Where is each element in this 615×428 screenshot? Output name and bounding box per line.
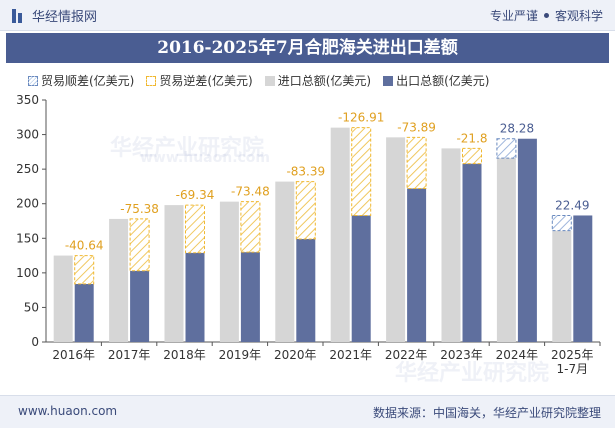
import-bar [330, 127, 350, 343]
export-bar [130, 270, 150, 342]
legend-label-export: 出口总额(亿美元) [396, 74, 490, 88]
legend-swatch-surplus [28, 75, 38, 86]
balance-label: -83.39 [286, 165, 325, 179]
legend-label-deficit: 贸易逆差(亿美元) [159, 74, 253, 88]
tagline-2: 客观科学 [554, 9, 603, 23]
footer: www.huaon.com 数据来源：中国海关，华经产业研究院整理 [0, 395, 615, 428]
y-tick-label: 50 [24, 300, 39, 314]
import-bar [164, 205, 184, 342]
y-tick-label: 300 [16, 128, 39, 142]
x-tick-label: 2023年 [440, 348, 483, 362]
legend: 贸易顺差(亿美元) 贸易逆差(亿美元) 进口总额(亿美元) 出口总额(亿美元) [28, 72, 490, 89]
balance-label: -75.38 [120, 202, 159, 216]
y-tick-label: 100 [16, 266, 39, 280]
footer-url: www.huaon.com [18, 404, 118, 418]
legend-swatch-deficit [146, 75, 157, 86]
import-bar [219, 201, 239, 342]
y-tick-label: 200 [16, 197, 39, 211]
x-tick-label: 2025年 [551, 348, 594, 362]
balance-label: 22.49 [555, 198, 589, 212]
x-tick-label: 2019年 [219, 348, 262, 362]
bar-chart: 0 50 100 150 200 250 300 350 2016年 2017年 2018年 2019… [16, 93, 601, 376]
x-tick-label: 2016年 [52, 348, 95, 362]
export-bar [351, 215, 371, 342]
dot-icon [543, 13, 549, 18]
legend-item-surplus: 贸易顺差(亿美元) [28, 72, 134, 89]
surplus-bar [551, 214, 572, 232]
balance-label: -69.34 [176, 188, 215, 202]
import-bar [109, 218, 129, 342]
balance-label: -73.48 [231, 185, 270, 199]
footer-source: 数据来源：中国海关，华经产业研究院整理 [372, 406, 601, 420]
deficit-bar [74, 255, 95, 285]
export-bar [185, 252, 205, 342]
x-tick-label: 2021年 [329, 348, 372, 362]
y-tick-label: 150 [16, 231, 39, 245]
x-tick-label: 1-7月 [556, 362, 588, 376]
import-bar [386, 137, 406, 342]
legend-swatch-import [264, 75, 275, 86]
export-bar [74, 283, 94, 342]
legend-item-deficit: 贸易逆差(亿美元) [146, 72, 253, 89]
deficit-bar [462, 147, 482, 165]
deficit-bar [185, 204, 205, 254]
brand-name: 华经情报网 [32, 10, 98, 25]
export-bar [240, 252, 260, 342]
import-bar [496, 158, 516, 342]
legend-item-export: 出口总额(亿美元) [383, 72, 490, 89]
tagline-1: 专业严谨 [489, 9, 538, 23]
export-bar [462, 163, 482, 342]
brand: 华经情报网 [12, 6, 97, 25]
tagline: 专业严谨 客观科学 [490, 7, 603, 24]
legend-label-import: 进口总额(亿美元) [277, 74, 372, 88]
x-tick-label: 2020年 [274, 348, 317, 362]
y-tick-label: 250 [16, 162, 39, 176]
export-bar [573, 215, 593, 342]
import-bar [552, 230, 572, 342]
top-bar: 华经情报网 专业严谨 客观科学 [0, 0, 615, 31]
x-tick-label: 2024年 [496, 348, 539, 362]
surplus-bar [496, 138, 517, 159]
import-bar [275, 181, 295, 342]
deficit-bar [129, 218, 150, 272]
x-tick-label: 2017年 [108, 348, 151, 362]
deficit-bar [295, 181, 316, 240]
import-bar [53, 255, 73, 342]
chart-title: 2016-2025年7月合肥海关进出口差额 [6, 33, 609, 63]
legend-label-surplus: 贸易顺差(亿美元) [41, 74, 135, 88]
legend-swatch-export [383, 75, 394, 86]
y-tick-label: 350 [16, 93, 39, 107]
balance-label: -21.8 [456, 131, 487, 145]
x-tick-label: 2018年 [163, 348, 206, 362]
balance-label: 28.28 [500, 122, 534, 136]
export-bar [517, 138, 537, 342]
export-bar [407, 188, 427, 342]
deficit-bar [240, 201, 261, 253]
balance-label: -126.91 [338, 111, 384, 125]
x-tick-label: 2022年 [385, 348, 428, 362]
export-bar [296, 238, 316, 342]
y-tick-label: 0 [31, 335, 39, 349]
import-bar [441, 148, 461, 342]
deficit-bar [351, 127, 372, 216]
balance-label: -40.64 [65, 239, 104, 253]
legend-item-import: 进口总额(亿美元) [264, 72, 372, 89]
brand-logo-icon [12, 8, 24, 23]
deficit-bar [406, 136, 427, 190]
balance-label: -73.89 [397, 120, 436, 134]
